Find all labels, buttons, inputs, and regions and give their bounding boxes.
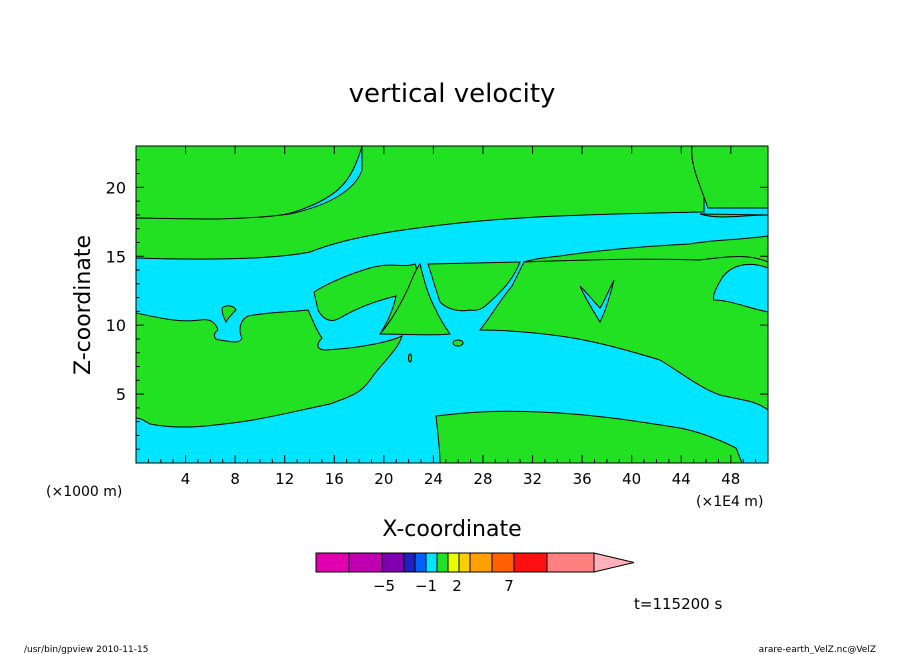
x-unit-note: (×1000 m) [46,484,122,500]
y-tick-label: 15 [106,247,126,266]
colorbar-swatch [546,552,595,573]
y-tick-label: 5 [116,385,126,404]
chart-title: vertical velocity [349,79,556,109]
x-tick-label: 40 [622,470,641,488]
positive-speck-2 [452,339,464,347]
plot-frame [135,145,769,464]
positive-region-right-band [523,213,769,263]
x-tick-label: 20 [374,470,393,488]
colorbar-swatch [458,552,471,573]
x-axis-label: X-coordinate [382,517,521,542]
positive-region-left-mid [135,309,403,428]
positive-speck-3 [408,353,412,363]
colorbar-swatch [513,552,548,573]
positive-region-lower [435,410,743,464]
colorbar-swatch [403,552,416,573]
positive-region-upper-band [135,145,705,260]
x-tick-label: 24 [424,470,443,488]
colorbar-label: −5 [373,577,395,595]
x-tick-label: 12 [275,470,294,488]
colorbar-labels: −5 −1 2 7 [373,577,514,595]
colorbar-swatch [414,552,427,573]
x-tick-label: 44 [672,470,691,488]
colorbar-label: 7 [504,577,514,595]
positive-region-spike [378,263,451,336]
colorbar-swatch [381,552,405,573]
x-axis-ticks: 4 8 12 16 20 24 28 32 36 40 44 48 [147,146,757,488]
positive-region-right-upper [691,145,769,209]
colorbar [315,552,635,573]
y-axis-ticks: 5 10 15 20 [106,159,768,450]
time-label: t=115200 s [634,595,722,613]
x-tick-label: 8 [230,470,240,488]
colorbar-swatch [447,552,460,573]
y-tick-label: 10 [106,316,126,335]
footer-left: /usr/bin/gpview 2010-11-15 [24,645,148,654]
colorbar-swatch [425,552,438,573]
x-tick-label: 4 [181,470,191,488]
positive-region-center-block [427,261,521,312]
colorbar-swatch [348,552,383,573]
colorbar-swatch [315,552,350,573]
colorbar-swatch [491,552,515,573]
footer-right: arare-earth_VelZ.nc@VelZ [759,645,876,654]
colorbar-label: −1 [415,577,437,595]
positive-speck-1 [221,305,237,324]
y-tick-label: 20 [106,178,126,197]
x-scale-note: (×1E4 m) [696,494,763,510]
negative-pocket-right [579,279,615,324]
colorbar-swatch [469,552,493,573]
x-tick-label: 36 [573,470,592,488]
colorbar-label: 2 [452,577,462,595]
x-tick-label: 32 [523,470,542,488]
y-axis-label: Z-coordinate [71,235,96,375]
colorbar-swatch [436,552,449,573]
x-tick-label: 48 [721,470,740,488]
positive-region-right-mid [478,256,769,412]
colorbar-extension [593,552,635,573]
plot-area [135,145,769,464]
x-tick-label: 28 [473,470,492,488]
x-tick-label: 16 [325,470,344,488]
